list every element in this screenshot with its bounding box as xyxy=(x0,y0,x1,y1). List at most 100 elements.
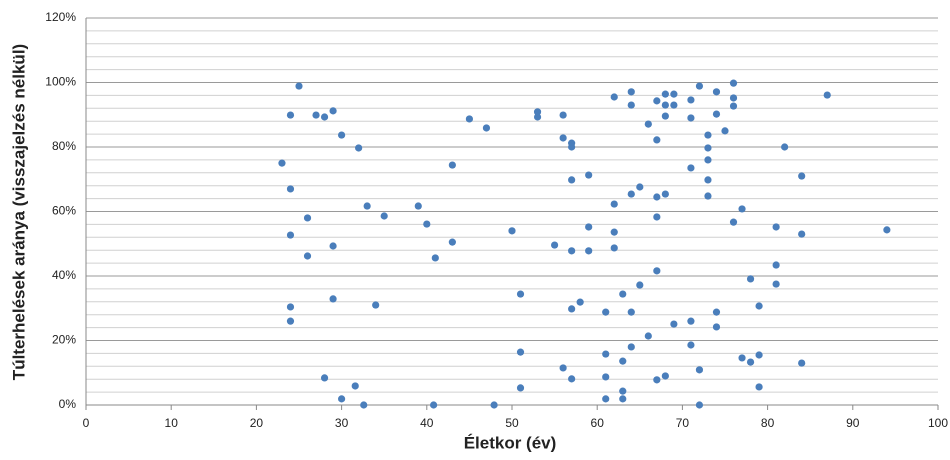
data-point xyxy=(704,131,712,139)
data-point xyxy=(610,244,618,252)
data-point xyxy=(712,323,721,331)
data-point xyxy=(653,376,661,384)
data-point xyxy=(729,102,738,110)
data-point xyxy=(755,351,763,359)
data-point xyxy=(490,401,498,409)
data-point xyxy=(653,213,661,221)
data-point xyxy=(602,350,610,358)
data-point xyxy=(712,110,721,118)
data-point xyxy=(320,374,329,382)
data-point xyxy=(286,111,295,119)
data-point xyxy=(695,82,704,90)
data-point xyxy=(619,290,627,298)
data-point xyxy=(610,93,618,101)
data-point xyxy=(602,373,610,381)
x-tick-label: 100 xyxy=(928,416,948,430)
data-point xyxy=(619,395,627,403)
data-point xyxy=(448,161,456,169)
data-point xyxy=(585,247,593,255)
y-tick-label: 20% xyxy=(52,333,76,347)
data-point xyxy=(712,308,721,316)
data-point xyxy=(670,320,678,328)
data-point xyxy=(329,107,337,115)
data-point xyxy=(303,252,312,260)
data-point xyxy=(627,190,635,198)
data-point xyxy=(687,164,695,172)
data-point xyxy=(448,238,456,246)
data-point xyxy=(670,101,678,109)
data-point xyxy=(712,88,721,96)
data-point xyxy=(585,171,593,179)
data-point xyxy=(414,202,422,210)
data-point xyxy=(516,290,525,298)
data-point xyxy=(559,111,567,119)
data-point xyxy=(729,79,738,87)
data-point xyxy=(568,375,576,383)
data-point xyxy=(360,401,368,409)
data-point xyxy=(559,134,567,142)
data-point xyxy=(781,143,789,151)
data-point xyxy=(320,113,329,121)
y-tick-label: 120% xyxy=(45,10,76,24)
data-point xyxy=(746,358,755,366)
data-point xyxy=(653,136,661,144)
y-tick-label: 100% xyxy=(45,75,76,89)
x-tick-label: 0 xyxy=(83,416,90,430)
data-point xyxy=(746,275,755,283)
x-tick-label: 20 xyxy=(250,416,264,430)
data-point xyxy=(653,267,661,275)
data-point xyxy=(627,308,635,316)
data-point xyxy=(636,183,644,191)
data-point xyxy=(516,384,525,392)
data-point xyxy=(721,127,729,135)
data-point xyxy=(695,366,704,374)
data-point xyxy=(610,228,618,236)
data-point xyxy=(627,101,635,109)
data-point xyxy=(303,214,312,222)
data-point xyxy=(661,90,669,98)
data-point xyxy=(627,343,635,351)
data-point xyxy=(644,332,652,340)
data-point xyxy=(338,131,346,139)
data-point xyxy=(755,383,763,391)
data-point xyxy=(568,305,576,313)
data-point xyxy=(619,387,627,395)
data-point xyxy=(286,185,295,193)
y-tick-label: 60% xyxy=(52,204,76,218)
data-point xyxy=(430,401,438,409)
data-point xyxy=(755,302,763,310)
y-axis-title: Túlterhelések aránya (visszajelzés nélkü… xyxy=(9,44,28,380)
data-point xyxy=(482,124,491,132)
data-point xyxy=(423,220,431,228)
data-point xyxy=(286,317,295,325)
data-point xyxy=(431,254,439,262)
data-point xyxy=(772,280,780,288)
data-point xyxy=(661,112,669,120)
data-point xyxy=(687,317,695,325)
data-point xyxy=(687,341,695,349)
data-point xyxy=(278,159,286,167)
x-tick-label: 10 xyxy=(165,416,179,430)
data-point xyxy=(798,359,806,367)
x-axis-title: Életkor (év) xyxy=(464,433,557,452)
data-point xyxy=(670,90,678,98)
x-tick-label: 90 xyxy=(846,416,860,430)
x-tick-label: 80 xyxy=(761,416,775,430)
data-point xyxy=(823,91,831,99)
data-point xyxy=(644,120,652,128)
data-point xyxy=(585,223,593,231)
data-point xyxy=(704,192,712,200)
data-point xyxy=(610,200,618,208)
data-point xyxy=(738,354,746,362)
data-point xyxy=(602,395,610,403)
data-point xyxy=(559,364,567,372)
y-tick-label: 0% xyxy=(59,397,77,411)
data-point xyxy=(798,172,806,180)
data-point xyxy=(329,295,337,303)
data-point xyxy=(363,202,371,210)
data-point xyxy=(329,242,337,250)
x-tick-label: 70 xyxy=(676,416,690,430)
data-point xyxy=(286,303,295,311)
data-point xyxy=(687,96,695,104)
